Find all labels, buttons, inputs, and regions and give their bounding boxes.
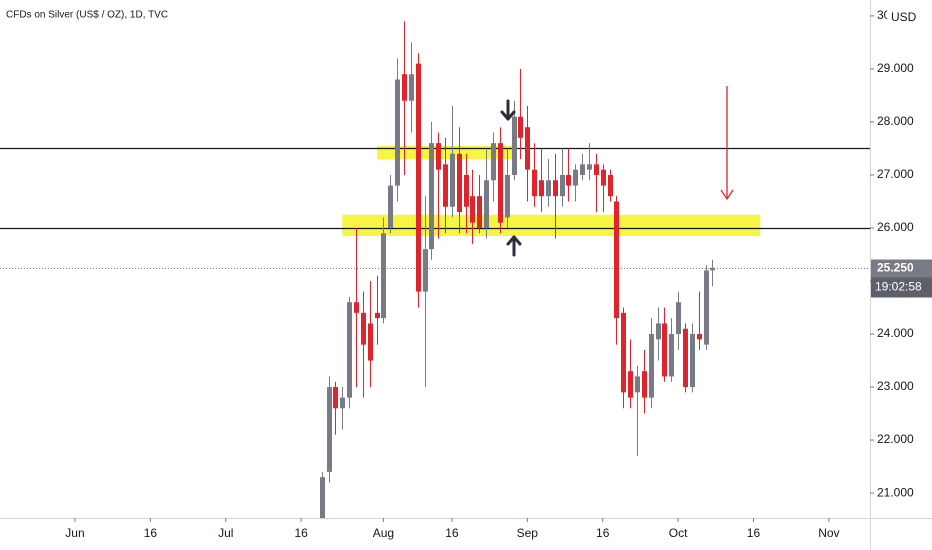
- candle-body: [656, 323, 661, 340]
- candle-body: [518, 116, 523, 138]
- candle-body: [340, 397, 345, 409]
- candle-body: [361, 312, 366, 345]
- candle-body: [470, 196, 475, 223]
- candle-body: [491, 143, 496, 181]
- candle-body: [649, 334, 654, 398]
- candle-body: [457, 153, 462, 213]
- candle-body: [320, 477, 325, 550]
- down-arrow: [500, 99, 516, 121]
- zones: [342, 145, 761, 236]
- x-tick-label: 16: [596, 526, 610, 540]
- last-price-tag: [871, 259, 932, 278]
- candle-body: [683, 328, 688, 388]
- candle-body: [443, 164, 448, 207]
- candle-body: [498, 143, 503, 223]
- x-tick-label: 16: [747, 526, 761, 540]
- red-arrow: [720, 86, 734, 201]
- candle-body: [525, 127, 530, 170]
- candle-body: [601, 169, 606, 186]
- candle-body: [553, 180, 558, 197]
- candles: [320, 21, 715, 550]
- candle-body: [608, 174, 613, 197]
- candle-body: [539, 180, 544, 197]
- y-axis-label: USD: [891, 10, 917, 24]
- candle-body: [587, 164, 592, 170]
- candle-body: [416, 63, 421, 292]
- x-tick-label: Aug: [373, 526, 394, 540]
- candle-body: [368, 323, 373, 361]
- candle-body: [546, 180, 551, 197]
- lines: [0, 147, 870, 269]
- y-tick-label: 24.000: [877, 326, 914, 340]
- zone: [377, 145, 515, 160]
- candle-body: [354, 302, 359, 313]
- candle-body: [642, 371, 647, 398]
- time-axis-bg: [0, 518, 932, 550]
- x-tick-label: Jul: [218, 526, 233, 540]
- candle-body: [635, 376, 640, 393]
- candle-body: [580, 164, 585, 175]
- x-tick-label: Oct: [669, 526, 688, 540]
- candle-body: [402, 74, 407, 101]
- candle-body: [697, 334, 702, 340]
- candle-body: [347, 302, 352, 398]
- y-tick-label: 27.000: [877, 167, 914, 181]
- candle-body: [436, 143, 441, 170]
- candle-body: [381, 233, 386, 319]
- countdown-tag: [871, 277, 932, 298]
- candle-body: [512, 116, 517, 175]
- candle-body: [560, 174, 565, 197]
- candle-body: [484, 180, 489, 228]
- candle-body: [450, 153, 455, 207]
- candle-body: [375, 312, 380, 319]
- candle-body: [505, 174, 510, 218]
- candle-body: [566, 174, 571, 186]
- up-arrow: [506, 235, 522, 257]
- unit-bg: [887, 6, 917, 28]
- countdown: 19:02:58: [875, 280, 922, 294]
- candle-body: [423, 249, 428, 292]
- candle-body: [594, 164, 599, 175]
- candle-body: [395, 79, 400, 186]
- candle-body: [409, 74, 414, 101]
- y-tick-label: 22.000: [877, 432, 914, 446]
- candle-body: [628, 371, 633, 398]
- y-tick-label: 23.000: [877, 379, 914, 393]
- candle-body: [690, 334, 695, 388]
- candle-body: [532, 169, 537, 197]
- candle-body: [573, 169, 578, 186]
- candle-body: [669, 334, 674, 377]
- candle-body: [676, 302, 681, 335]
- candle-body: [464, 174, 469, 207]
- candle-body: [429, 143, 434, 250]
- y-tick-label: 26.000: [877, 220, 914, 234]
- candle-body: [614, 201, 619, 319]
- candle-body: [662, 323, 667, 377]
- x-tick-label: Jun: [65, 526, 84, 540]
- candle-body: [327, 387, 332, 472]
- axes: 21.00022.00023.00024.00025.00026.00027.0…: [65, 6, 932, 540]
- zone: [342, 214, 761, 236]
- x-tick-label: Nov: [818, 526, 839, 540]
- x-tick-label: 16: [294, 526, 308, 540]
- y-tick-label: 29.000: [877, 61, 914, 75]
- y-tick-label: 21.000: [877, 485, 914, 499]
- x-tick-label: 16: [445, 526, 459, 540]
- candle-body: [704, 270, 709, 345]
- y-tick-label: 28.000: [877, 114, 914, 128]
- candle-body: [710, 267, 715, 271]
- chart-title: CFDs on Silver (US$ / OZ), 1D, TVC: [6, 10, 168, 21]
- last-price-label: 25.250: [877, 261, 914, 275]
- x-tick-label: 16: [144, 526, 158, 540]
- candle-body: [621, 312, 626, 393]
- candle-body: [388, 185, 393, 228]
- x-tick-label: Sep: [517, 526, 539, 540]
- candle-body: [477, 196, 482, 228]
- candle-body: [333, 387, 338, 409]
